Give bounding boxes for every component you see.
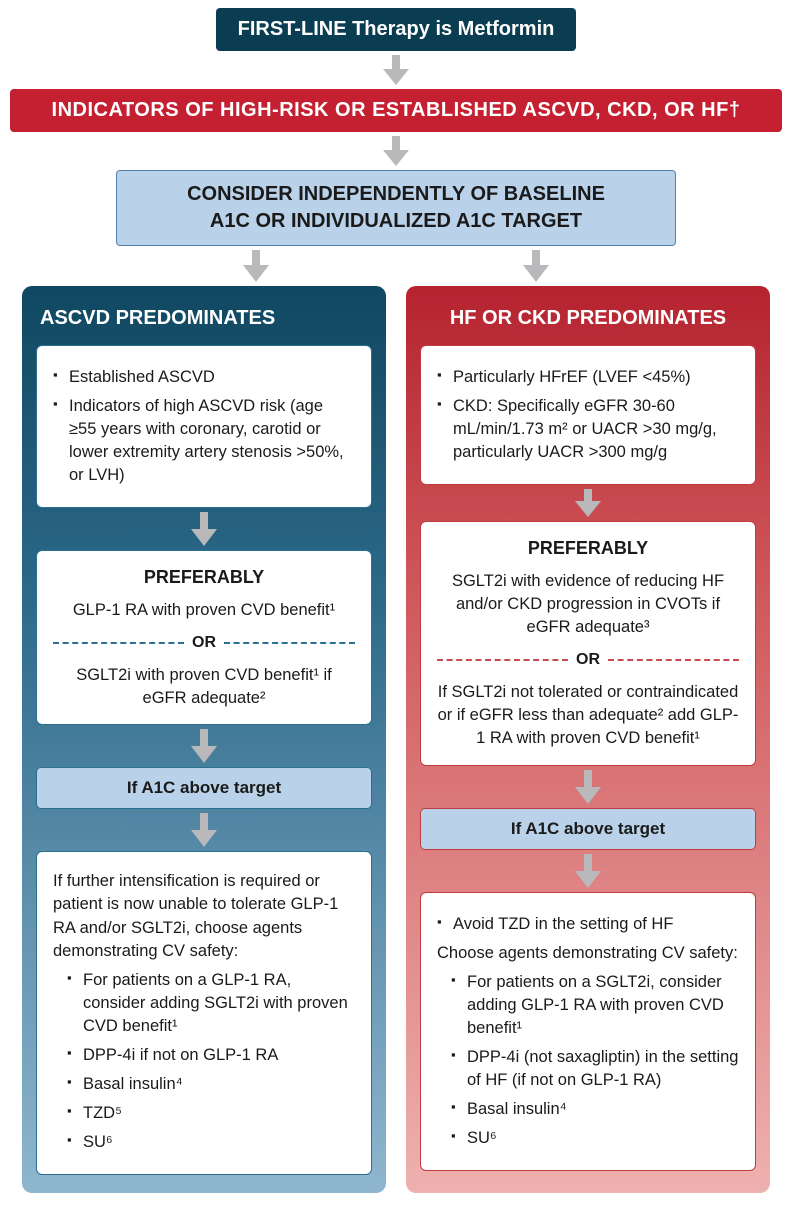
hfckd-title: HF OR CKD PREDOMINATES <box>420 300 756 345</box>
arrow-icon <box>187 729 221 763</box>
hfckd-criteria-box: Particularly HFrEF (LVEF <45%) CKD: Spec… <box>420 345 756 485</box>
arrow-icon <box>187 813 221 847</box>
hfckd-column: HF OR CKD PREDOMINATES Particularly HFrE… <box>406 286 770 1193</box>
pathway-columns: ASCVD PREDOMINATES Established ASCVD Ind… <box>8 286 784 1193</box>
arrow-icon <box>379 136 413 166</box>
indicators-banner: INDICATORS OF HIGH-RISK OR ESTABLISHED A… <box>10 89 782 132</box>
ascvd-pref-bottom: SGLT2i with proven CVD benefit¹ if eGFR … <box>53 664 355 710</box>
hfckd-pref-bottom: If SGLT2i not tolerated or contraindicat… <box>437 681 739 750</box>
arrow-icon <box>571 489 605 517</box>
consider-banner: CONSIDER INDEPENDENTLY OF BASELINE A1C O… <box>116 170 676 246</box>
hfckd-followup-item: For patients on a SGLT2i, consider addin… <box>451 971 739 1040</box>
hfckd-followup-item: SU⁶ <box>451 1127 739 1150</box>
ascvd-criteria-item: Indicators of high ASCVD risk (age ≥55 y… <box>53 395 355 487</box>
ascvd-title: ASCVD PREDOMINATES <box>36 300 372 345</box>
hfckd-followup-intro: Choose agents demonstrating CV safety: <box>437 942 739 965</box>
preferably-label: PREFERABLY <box>53 565 355 590</box>
or-label: OR <box>192 632 216 654</box>
ascvd-followup-box: If further intensification is required o… <box>36 851 372 1175</box>
hfckd-followup-item: Basal insulin⁴ <box>451 1098 739 1121</box>
arrow-icon <box>239 250 273 282</box>
hfckd-criteria-item: CKD: Specifically eGFR 30-60 mL/min/1.73… <box>437 395 739 464</box>
ascvd-followup-item: DPP-4i if not on GLP-1 RA <box>67 1044 355 1067</box>
ascvd-followup-item: TZD⁵ <box>67 1102 355 1125</box>
arrow-icon <box>187 512 221 546</box>
hfckd-criteria-item: Particularly HFrEF (LVEF <45%) <box>437 366 739 389</box>
ascvd-criteria-item: Established ASCVD <box>53 366 355 389</box>
hfckd-followup-box: Avoid TZD in the setting of HF Choose ag… <box>420 892 756 1172</box>
arrow-icon <box>519 250 553 282</box>
first-line-banner: FIRST-LINE Therapy is Metformin <box>216 8 576 51</box>
ascvd-pref-top: GLP-1 RA with proven CVD benefit¹ <box>53 599 355 622</box>
consider-line2: A1C OR INDIVIDUALIZED A1C TARGET <box>131 208 661 235</box>
ascvd-a1c-bar: If A1C above target <box>36 767 372 809</box>
dash-divider <box>437 659 568 661</box>
arrow-icon <box>571 770 605 804</box>
hfckd-avoid-tzd: Avoid TZD in the setting of HF <box>437 913 739 936</box>
dash-divider <box>53 642 184 644</box>
hfckd-preferably-box: PREFERABLY SGLT2i with evidence of reduc… <box>420 521 756 765</box>
hfckd-a1c-bar: If A1C above target <box>420 808 756 850</box>
ascvd-preferably-box: PREFERABLY GLP-1 RA with proven CVD bene… <box>36 550 372 725</box>
dash-divider <box>608 659 739 661</box>
ascvd-followup-item: SU⁶ <box>67 1131 355 1154</box>
arrow-icon <box>571 854 605 888</box>
ascvd-followup-item: Basal insulin⁴ <box>67 1073 355 1096</box>
or-label: OR <box>576 649 600 671</box>
preferably-label: PREFERABLY <box>437 536 739 561</box>
hfckd-followup-item: DPP-4i (not saxagliptin) in the setting … <box>451 1046 739 1092</box>
ascvd-column: ASCVD PREDOMINATES Established ASCVD Ind… <box>22 286 386 1193</box>
dash-divider <box>224 642 355 644</box>
ascvd-followup-item: For patients on a GLP-1 RA, consider add… <box>67 969 355 1038</box>
consider-line1: CONSIDER INDEPENDENTLY OF BASELINE <box>131 181 661 208</box>
ascvd-followup-intro: If further intensification is required o… <box>53 870 355 962</box>
arrow-icon <box>379 55 413 85</box>
hfckd-pref-top: SGLT2i with evidence of reducing HF and/… <box>437 570 739 639</box>
ascvd-criteria-box: Established ASCVD Indicators of high ASC… <box>36 345 372 508</box>
